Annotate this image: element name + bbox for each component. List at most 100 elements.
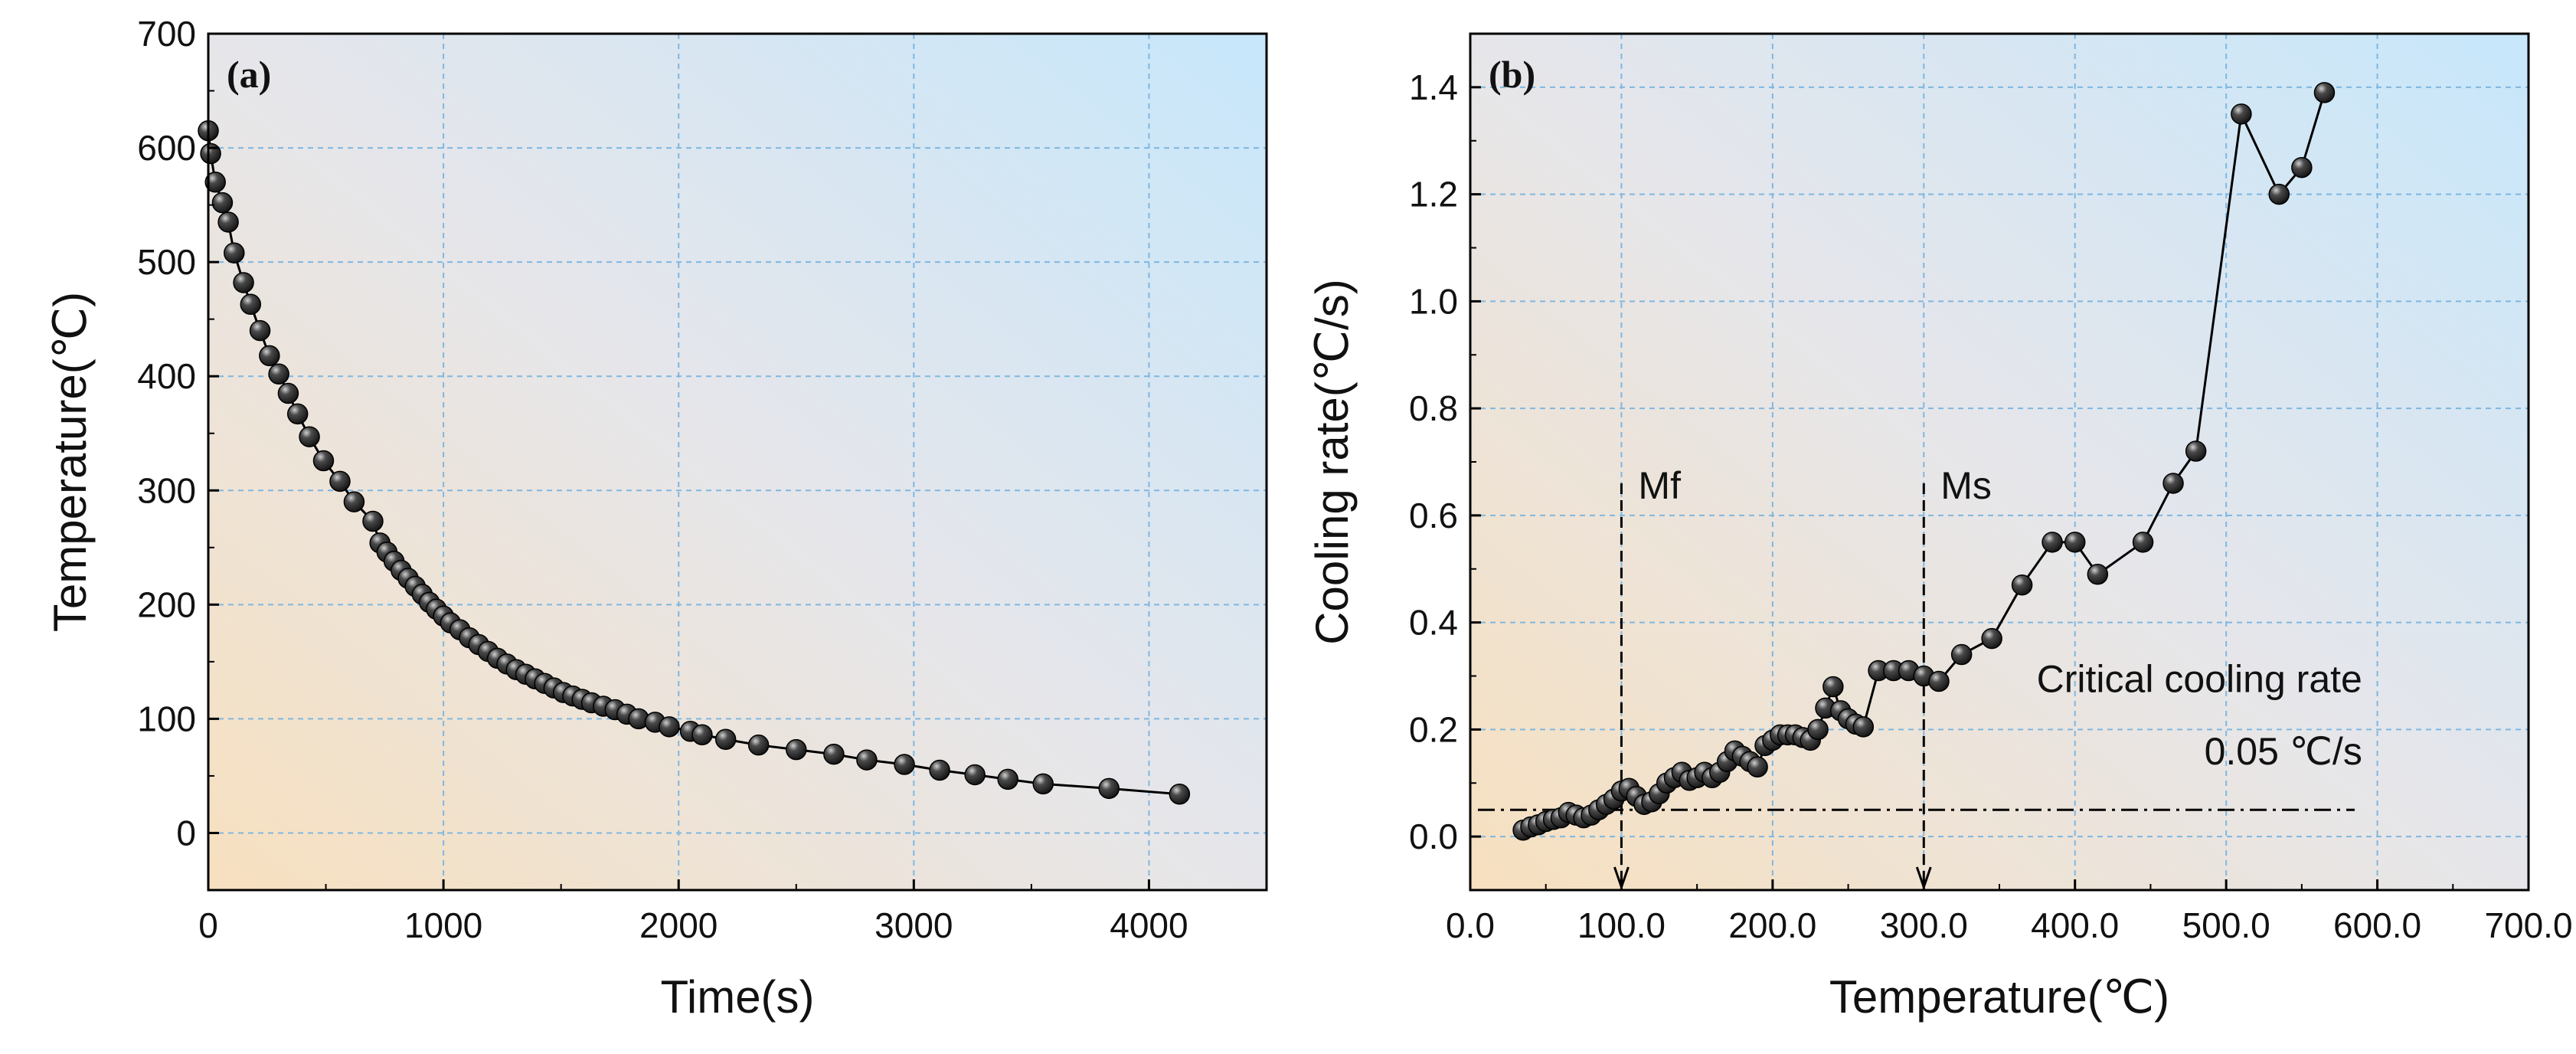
panel-b-y-axis-title: Cooling rate(℃/s): [1306, 279, 1358, 645]
data-point: [204, 172, 226, 193]
mf-annotation-label: Mf: [1638, 464, 1681, 507]
panel-b-grid: [1470, 34, 2529, 890]
x-tick-label: 1000: [404, 905, 482, 945]
data-point: [362, 510, 384, 532]
data-point: [1950, 643, 1973, 666]
data-point: [1822, 676, 1844, 698]
y-tick-label: 700: [137, 14, 196, 54]
data-point: [312, 450, 335, 472]
data-point: [299, 426, 320, 447]
data-point: [2291, 156, 2313, 178]
y-tick-label: 0.4: [1409, 603, 1458, 643]
panel-a-frame: [207, 32, 1268, 892]
data-point: [929, 759, 950, 781]
y-tick-label: 500: [137, 242, 196, 282]
data-point: [1928, 670, 1950, 692]
x-tick-label: 0.0: [1446, 905, 1495, 945]
data-point: [2011, 574, 2033, 596]
data-point: [343, 491, 365, 512]
data-point: [2268, 183, 2290, 205]
data-point: [691, 724, 713, 746]
data-point: [329, 470, 351, 493]
x-tick-label: 3000: [874, 905, 953, 945]
data-point: [2162, 473, 2184, 494]
panel-a-x-axis-title: Time(s): [660, 971, 814, 1023]
data-point: [1807, 718, 1829, 741]
data-point: [2185, 440, 2207, 462]
panel-a-ticks: 0 1000 2000 3000 4000 0 100 200 300 400 500 600 700: [137, 14, 1188, 945]
data-point: [200, 142, 221, 165]
data-point: [217, 211, 239, 233]
x-tick-label: 400.0: [2031, 905, 2119, 945]
panel-a-grid: [208, 34, 1267, 890]
data-point: [2313, 82, 2336, 103]
data-point: [2042, 532, 2063, 553]
x-tick-label: 600.0: [2333, 905, 2421, 945]
panel-a-y-axis-title: Temperature(℃): [44, 292, 96, 632]
y-tick-label: 1.4: [1409, 67, 1458, 107]
y-tick-label: 0.0: [1409, 817, 1458, 856]
data-point: [268, 363, 289, 385]
data-point: [786, 738, 807, 761]
x-tick-label: 4000: [1110, 905, 1188, 945]
data-point: [249, 319, 271, 342]
panel-a-label: (a): [227, 53, 271, 96]
data-point: [277, 382, 299, 404]
x-tick-label: 100.0: [1577, 905, 1666, 945]
data-point: [1981, 627, 2002, 650]
data-point: [856, 749, 878, 771]
data-point: [2132, 532, 2154, 553]
y-tick-label: 0: [176, 813, 196, 853]
data-point: [1098, 777, 1120, 800]
data-point: [211, 191, 234, 214]
data-point: [2064, 532, 2086, 553]
data-point: [747, 734, 770, 756]
panel-a-series: [198, 119, 1191, 805]
y-tick-label: 0.6: [1409, 496, 1458, 535]
data-point: [1169, 784, 1191, 805]
panel-b-label: (b): [1489, 53, 1535, 96]
data-point: [286, 403, 309, 425]
y-tick-label: 1.2: [1409, 175, 1458, 214]
y-tick-label: 400: [137, 356, 196, 396]
data-point: [997, 768, 1018, 790]
x-tick-label: 0: [198, 905, 218, 945]
data-point: [714, 728, 737, 750]
data-point: [2231, 103, 2252, 125]
data-point: [964, 764, 986, 786]
panel-b-ticks: 0.0 100.0 200.0 300.0 400.0 500.0 600.0 700.0 0.…: [1409, 67, 2573, 945]
ms-annotation-label: Ms: [1940, 464, 1992, 507]
data-point: [2087, 563, 2109, 585]
y-tick-label: 0.2: [1409, 709, 1458, 749]
x-tick-label: 300.0: [1880, 905, 1968, 945]
y-tick-label: 200: [137, 584, 196, 624]
data-point: [259, 345, 280, 367]
y-tick-label: 1.0: [1409, 281, 1458, 321]
x-tick-label: 700.0: [2484, 905, 2572, 945]
x-tick-label: 200.0: [1728, 905, 1816, 945]
y-tick-label: 600: [137, 128, 196, 168]
y-tick-label: 0.8: [1409, 388, 1458, 428]
panel-b-cooling-rate-vs-temperature: 0.0 100.0 200.0 300.0 400.0 500.0 600.0 700.0 0.…: [1306, 32, 2573, 1023]
data-point: [1032, 773, 1054, 795]
panel-a-temperature-vs-time: 0 1000 2000 3000 40000100200300400500600700 …: [44, 14, 1268, 1023]
panel-b-plot-area: [1470, 34, 2529, 890]
x-tick-label: 500.0: [2182, 905, 2270, 945]
y-tick-label: 300: [137, 470, 196, 510]
panel-a-plot-area: [208, 34, 1267, 890]
data-point: [1747, 756, 1768, 778]
data-point: [240, 293, 262, 316]
critical-cooling-rate-label: Critical cooling rate: [2037, 657, 2362, 700]
y-tick-label: 100: [137, 699, 196, 738]
data-point: [823, 743, 845, 765]
data-point: [224, 242, 245, 264]
critical-cooling-rate-value: 0.05 ℃/s: [2205, 730, 2362, 773]
panel-b-series: [1512, 82, 2336, 841]
data-point: [659, 716, 680, 738]
data-point: [1852, 716, 1875, 738]
data-point: [233, 272, 254, 293]
x-tick-label: 2000: [639, 905, 718, 945]
panel-b-x-axis-title: Temperature(℃): [1829, 971, 2169, 1023]
data-point: [894, 754, 915, 775]
